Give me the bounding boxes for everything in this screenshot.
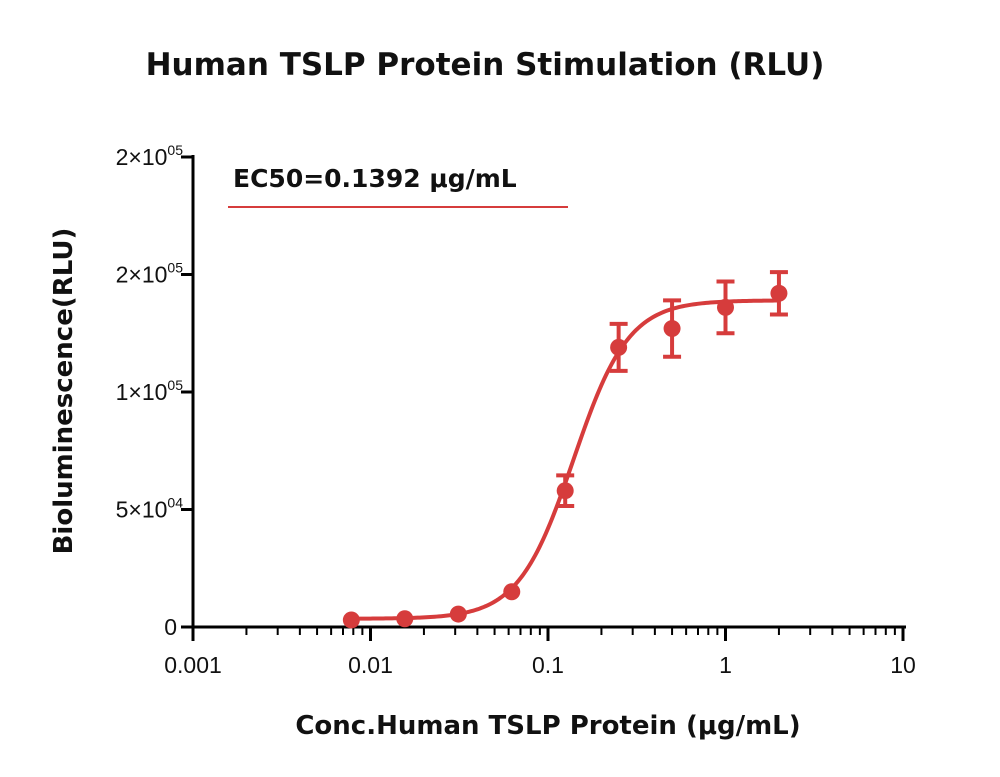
x-tick-label: 1 — [719, 652, 732, 678]
x-ticks: 0.001 0.01 0.1 1 10 — [164, 627, 916, 678]
y-tick-label: 1×1005 — [116, 377, 184, 405]
data-point — [663, 320, 681, 338]
x-tick-label: 0.001 — [164, 652, 222, 678]
data-point-group — [503, 583, 521, 601]
data-point — [556, 482, 574, 500]
data-point-group — [396, 610, 414, 628]
axes — [191, 155, 906, 629]
data-point-group — [716, 279, 735, 336]
data-point-group — [449, 605, 467, 623]
x-tick-label: 0.01 — [348, 652, 393, 678]
data-point — [503, 583, 521, 601]
y-ticks: 0 5×1004 1×1005 2×1005 2×1005 — [116, 142, 193, 640]
y-tick-label: 5×1004 — [116, 495, 184, 523]
data-point — [342, 611, 360, 629]
data-point — [717, 298, 734, 316]
data-point — [396, 610, 414, 628]
x-tick-label: 0.1 — [532, 652, 564, 678]
y-tick-label: 0 — [164, 614, 177, 640]
y-tick-label: 2×1005 — [116, 260, 184, 288]
data-point-group — [663, 298, 682, 359]
fit-curve — [351, 298, 779, 621]
data-point-group — [342, 611, 360, 629]
data-point — [610, 338, 628, 356]
data-point-group — [769, 270, 788, 317]
x-axis-title: Conc.Human TSLP Protein (μg/mL) — [295, 711, 800, 741]
y-tick-label: 2×1005 — [116, 142, 184, 170]
data-point — [770, 284, 788, 302]
chart-title: Human TSLP Protein Stimulation (RLU) — [146, 47, 825, 83]
data-point — [449, 605, 467, 623]
data-point-group — [556, 473, 575, 508]
data-point-group — [609, 321, 628, 373]
y-axis-title: Bioluminescence(RLU) — [49, 228, 79, 555]
ec50-annotation: EC50=0.1392 μg/mL — [233, 164, 517, 193]
x-tick-label: 10 — [890, 652, 916, 678]
data-points — [342, 270, 788, 629]
